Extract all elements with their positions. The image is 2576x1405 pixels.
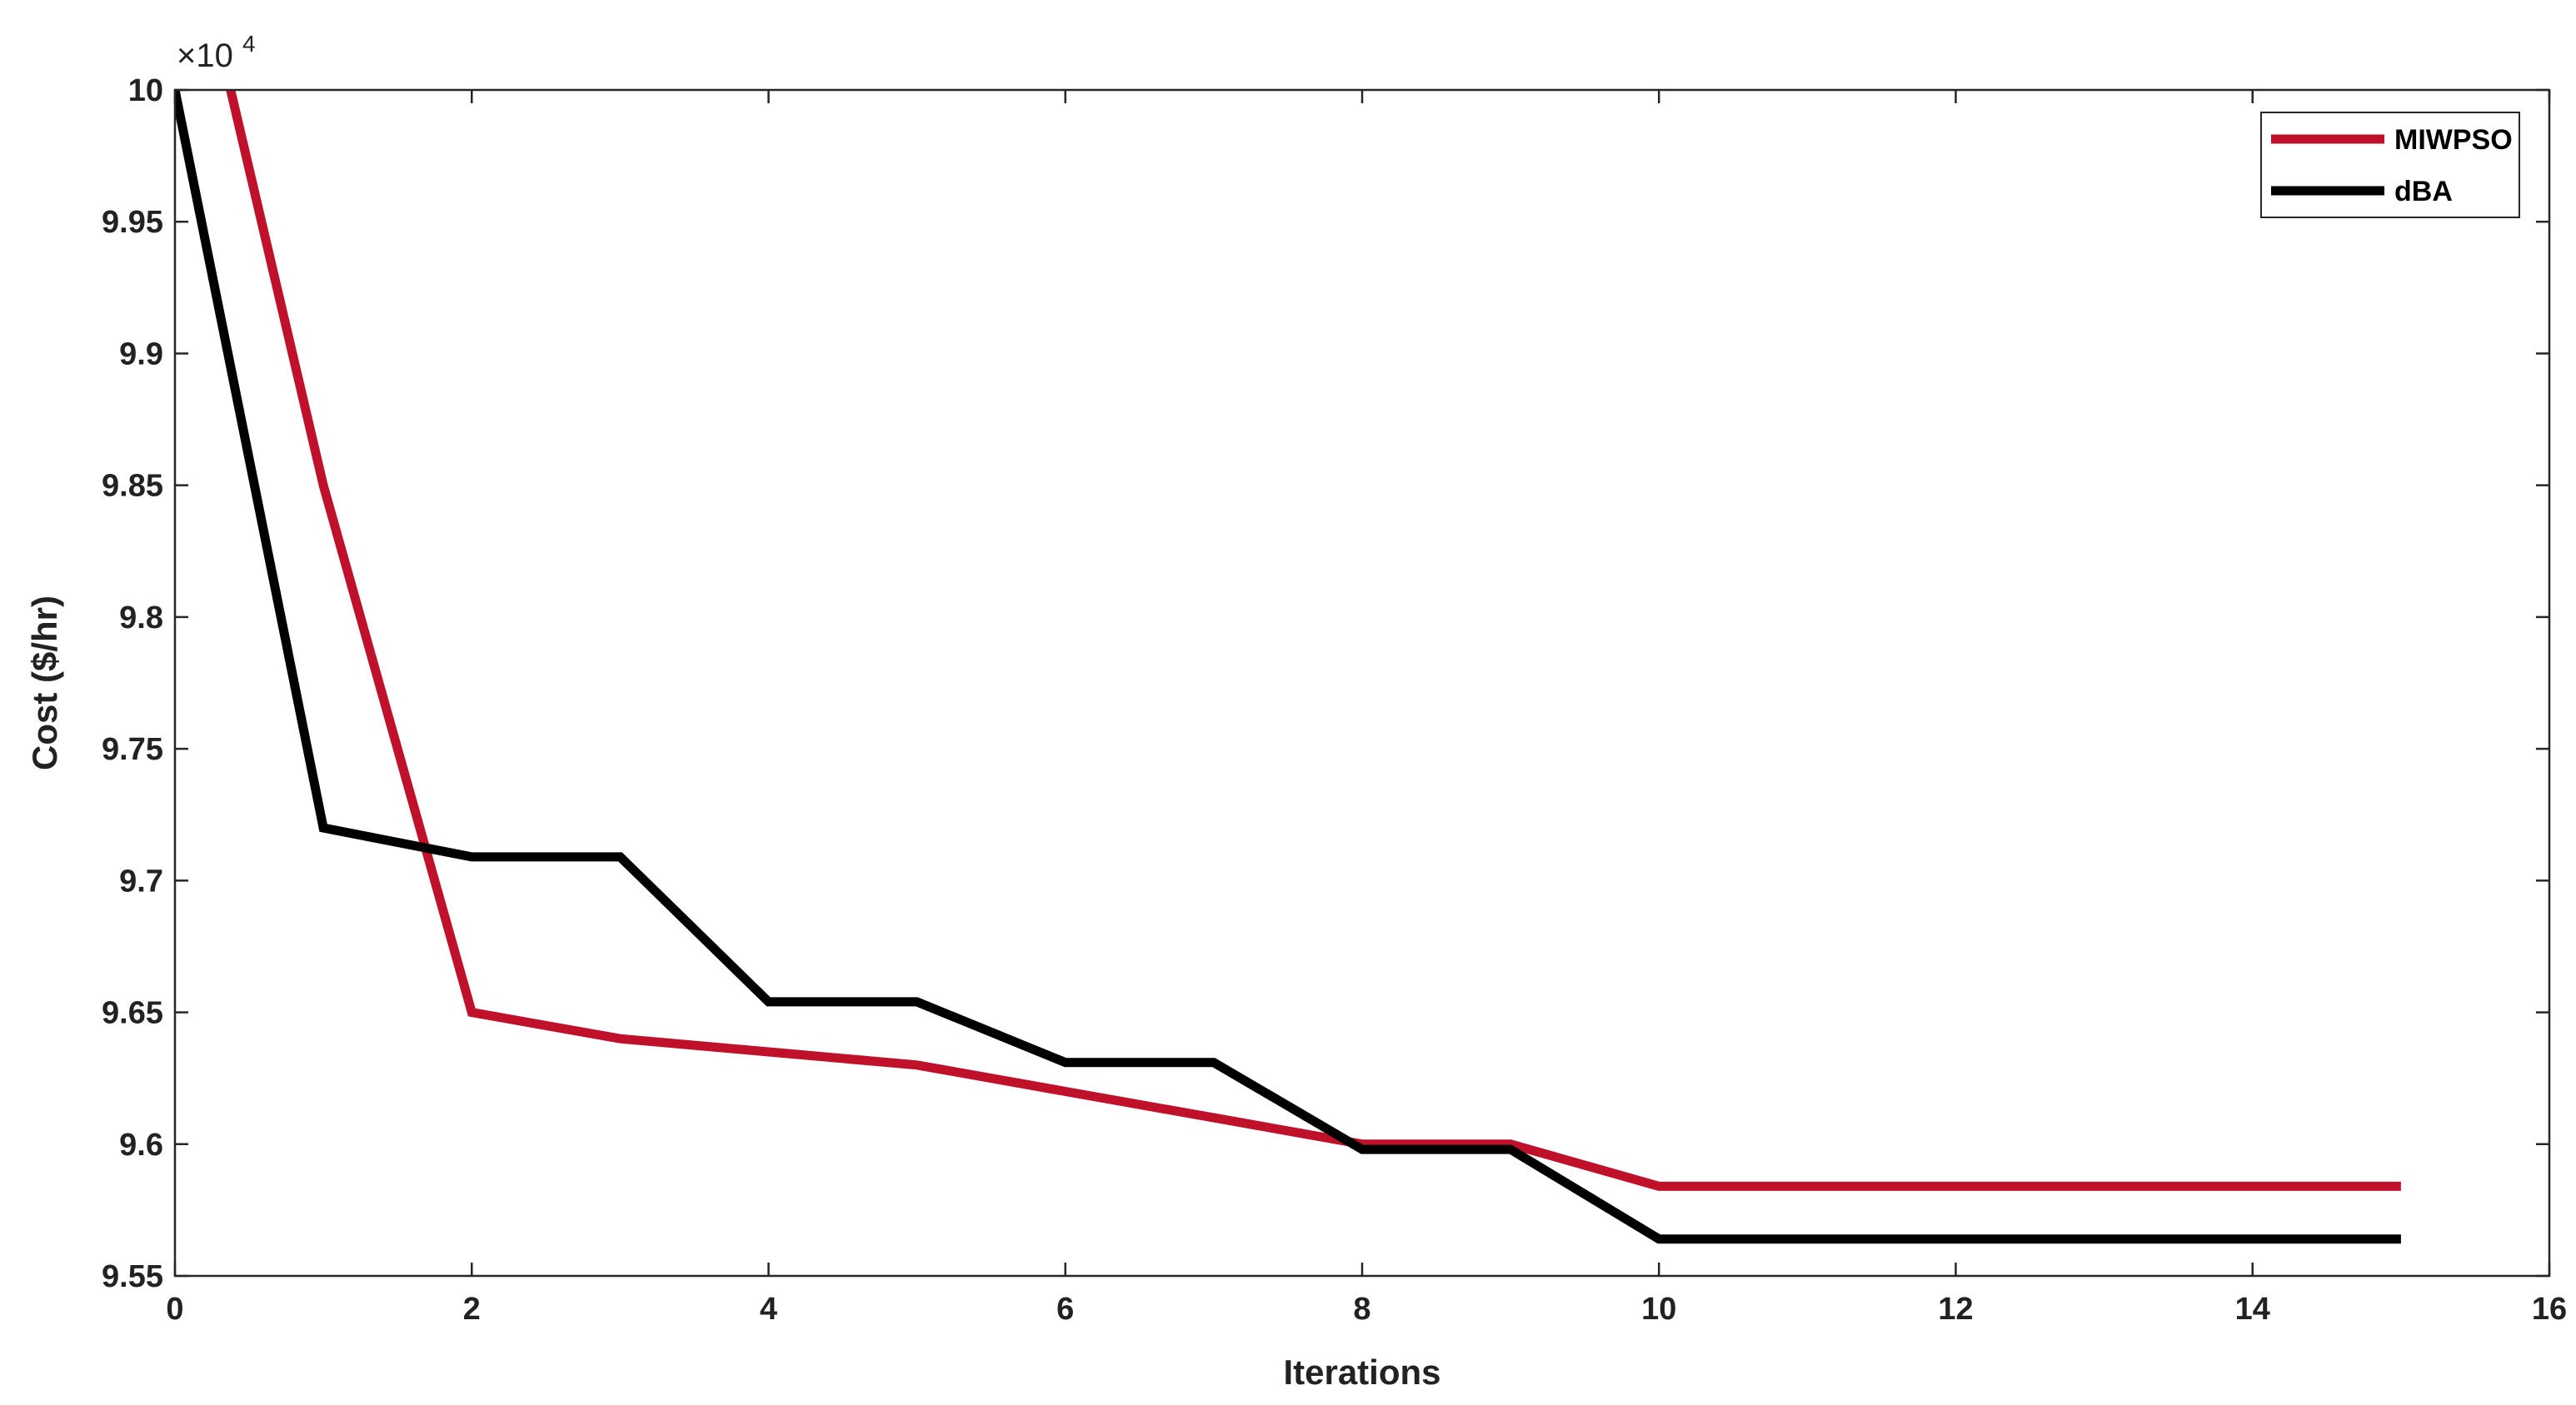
x-tick-label: 14 [2235,1292,2270,1327]
y-tick-label: 9.8 [119,600,163,635]
y-axis-exponent-power: 4 [242,31,256,57]
y-tick-label: 9.85 [102,469,163,504]
y-tick-label: 9.55 [102,1259,163,1294]
y-tick-label: 9.65 [102,996,163,1031]
y-tick-label: 9.75 [102,732,163,767]
y-tick-label: 9.7 [119,864,163,899]
y-tick-label: 9.95 [102,205,163,240]
x-tick-label: 10 [1641,1292,1676,1327]
y-axis-label: Cost ($/hr) [25,595,64,770]
x-tick-label: 16 [2532,1292,2567,1327]
y-tick-label: 9.6 [119,1128,163,1163]
series-group [175,90,2401,1244]
legend-label-dba: dBA [2394,176,2453,207]
legend: MIWPSO dBA [2260,112,2520,218]
x-tick-label: 6 [1056,1292,1074,1327]
x-tick-label: 4 [760,1292,777,1327]
x-tick-label: 8 [1353,1292,1370,1327]
plot-area [175,90,2549,1276]
legend-label-miwpso: MIWPSO [2394,124,2513,156]
y-axis-exponent-base: ×10 [177,37,233,74]
x-tick-label: 2 [463,1292,481,1327]
y-tick-label: 9.9 [119,336,163,371]
series-line-dba [175,90,2401,1244]
y-axis-exponent: ×10 4 [177,31,256,74]
x-tick-label: 12 [1938,1292,1973,1327]
series-line-miwpso [226,90,2401,1191]
y-tick-label: 10 [128,73,163,108]
plot-frame [173,88,2551,1278]
tick-labels: 0 2 4 6 8 10 12 14 16 9.55 9.6 9.65 9.7 9.75 9.8 9.85 9.… [102,73,2567,1327]
x-axis-label: Iterations [1283,1353,1440,1392]
legend-box [2260,112,2520,218]
x-tick-label: 0 [166,1292,183,1327]
